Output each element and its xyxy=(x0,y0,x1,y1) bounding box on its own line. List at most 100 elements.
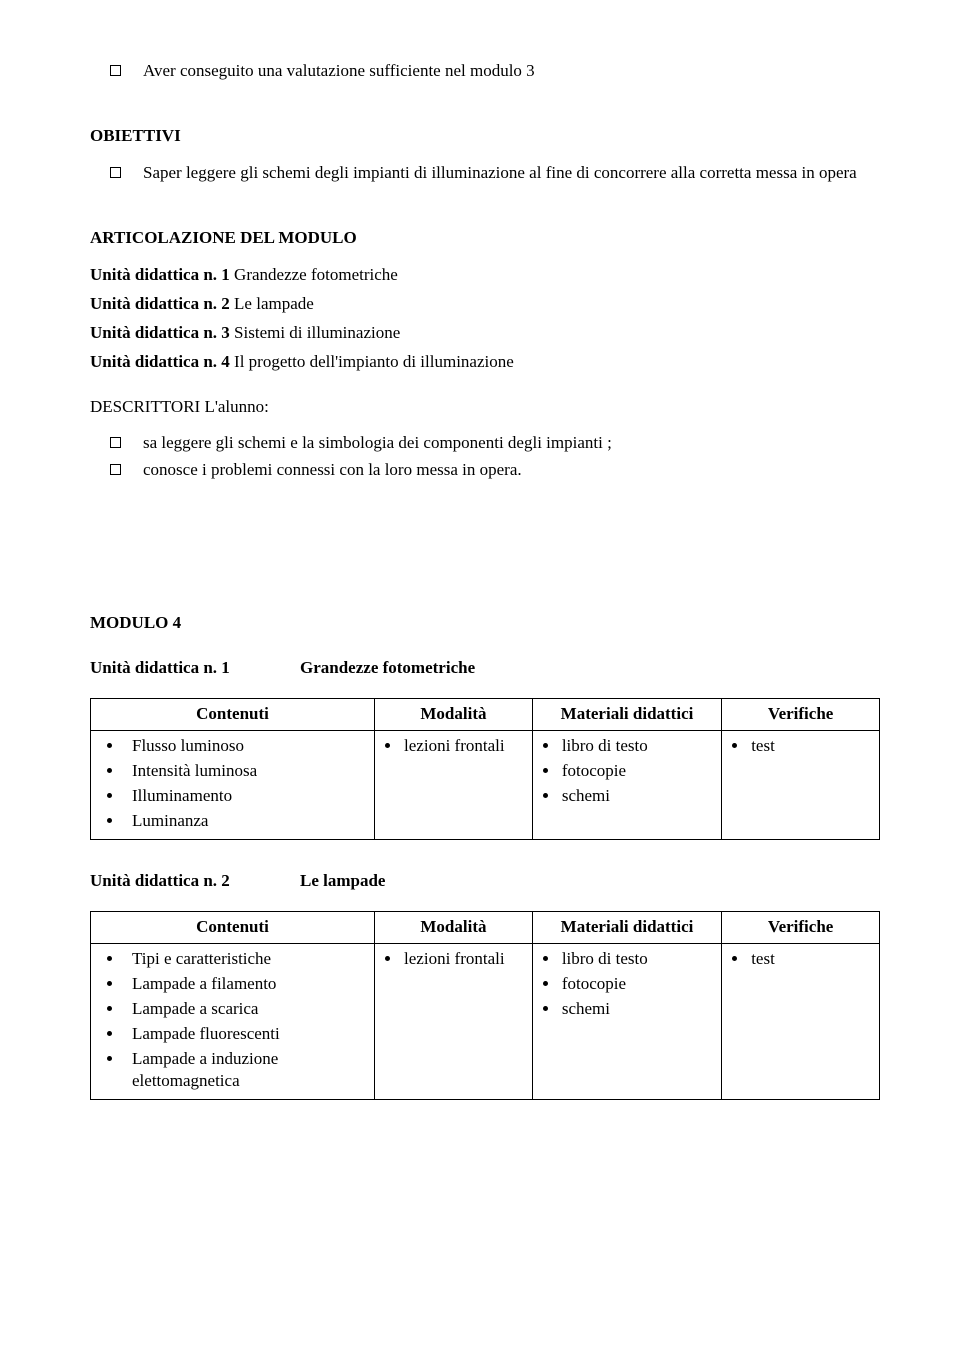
item-text: fotocopie xyxy=(562,973,715,996)
dot-icon xyxy=(543,743,548,748)
dot-icon xyxy=(107,1006,112,1011)
list-item: Luminanza xyxy=(97,810,368,833)
dot-icon xyxy=(385,956,390,961)
list-item: schemi xyxy=(539,785,715,808)
dot-icon xyxy=(107,818,112,823)
unit-line-4: Unità didattica n. 4 Il progetto dell'im… xyxy=(90,351,880,374)
list-item: test xyxy=(728,735,873,758)
table-row: Flusso luminoso Intensità luminosa Illum… xyxy=(91,731,880,840)
list-item: lezioni frontali xyxy=(381,948,526,971)
col-modalita-header: Modalità xyxy=(375,699,533,731)
unit-text: Le lampade xyxy=(230,294,314,313)
dot-icon xyxy=(732,956,737,961)
cell-contenuti: Flusso luminoso Intensità luminosa Illum… xyxy=(91,731,375,840)
list-item: libro di testo xyxy=(539,948,715,971)
obiettivo-text: Saper leggere gli schemi degli impianti … xyxy=(143,162,880,185)
list-item: Tipi e caratteristiche xyxy=(97,948,368,971)
col-materiali-header: Materiali didattici xyxy=(532,699,721,731)
list-item: Lampade a induzione elettomagnetica xyxy=(97,1048,368,1094)
col-materiali-header: Materiali didattici xyxy=(532,911,721,943)
item-text: libro di testo xyxy=(562,948,715,971)
unit-with-title-2: Unità didattica n. 2 Le lampade xyxy=(90,870,880,893)
item-text: fotocopie xyxy=(562,760,715,783)
item-text: Tipi e caratteristiche xyxy=(132,948,368,971)
dot-icon xyxy=(543,793,548,798)
col-modalita-header: Modalità xyxy=(375,911,533,943)
square-bullet-icon xyxy=(110,167,121,178)
dot-icon xyxy=(732,743,737,748)
item-text: Lampade fluorescenti xyxy=(132,1023,368,1046)
list-item: Illuminamento xyxy=(97,785,368,808)
dot-icon xyxy=(543,768,548,773)
table-unit2: Contenuti Modalità Materiali didattici V… xyxy=(90,911,880,1101)
descrittore-item: conosce i problemi connessi con la loro … xyxy=(90,459,880,482)
unit-with-title-1: Unità didattica n. 1 Grandezze fotometri… xyxy=(90,657,880,680)
dot-icon xyxy=(543,981,548,986)
item-text: test xyxy=(751,735,873,758)
table-header-row: Contenuti Modalità Materiali didattici V… xyxy=(91,699,880,731)
unit-label: Unità didattica n. 4 xyxy=(90,352,230,371)
cell-materiali: libro di testo fotocopie schemi xyxy=(532,731,721,840)
dot-icon xyxy=(107,956,112,961)
obiettivi-heading: OBIETTIVI xyxy=(90,125,880,148)
modulo4-heading: MODULO 4 xyxy=(90,612,880,635)
unit-line-2: Unità didattica n. 2 Le lampade xyxy=(90,293,880,316)
dot-icon xyxy=(107,1031,112,1036)
dot-icon xyxy=(107,793,112,798)
item-text: Lampade a scarica xyxy=(132,998,368,1021)
dot-icon xyxy=(543,956,548,961)
unit-label: Unità didattica n. 2 xyxy=(90,294,230,313)
list-item: libro di testo xyxy=(539,735,715,758)
item-text: test xyxy=(751,948,873,971)
item-text: Luminanza xyxy=(132,810,368,833)
articolazione-heading: ARTICOLAZIONE DEL MODULO xyxy=(90,227,880,250)
list-item: Lampade a filamento xyxy=(97,973,368,996)
col-verifiche-header: Verifiche xyxy=(722,699,880,731)
unit-label: Unità didattica n. 2 xyxy=(90,870,300,893)
unit-label: Unità didattica n. 1 xyxy=(90,265,230,284)
cell-modalita: lezioni frontali xyxy=(375,731,533,840)
dot-icon xyxy=(107,768,112,773)
dot-icon xyxy=(107,743,112,748)
item-text: Lampade a induzione elettomagnetica xyxy=(132,1048,368,1094)
unit-label: Unità didattica n. 3 xyxy=(90,323,230,342)
list-item: fotocopie xyxy=(539,973,715,996)
list-item: Flusso luminoso xyxy=(97,735,368,758)
descrittori-heading: DESCRITTORI L'alunno: xyxy=(90,396,880,419)
cell-verifiche: test xyxy=(722,731,880,840)
dot-icon xyxy=(107,1056,112,1061)
item-text: schemi xyxy=(562,998,715,1021)
cell-materiali: libro di testo fotocopie schemi xyxy=(532,943,721,1100)
item-text: Illuminamento xyxy=(132,785,368,808)
col-contenuti-header: Contenuti xyxy=(91,911,375,943)
unit-title: Le lampade xyxy=(300,870,385,893)
cell-verifiche: test xyxy=(722,943,880,1100)
item-text: schemi xyxy=(562,785,715,808)
prereq-text: Aver conseguito una valutazione sufficie… xyxy=(143,60,880,83)
descrittore-text: conosce i problemi connessi con la loro … xyxy=(143,459,880,482)
unit-title: Grandezze fotometriche xyxy=(300,657,475,680)
list-item: fotocopie xyxy=(539,760,715,783)
table-header-row: Contenuti Modalità Materiali didattici V… xyxy=(91,911,880,943)
list-item: test xyxy=(728,948,873,971)
unit-label: Unità didattica n. 1 xyxy=(90,657,300,680)
descrittore-text: sa leggere gli schemi e la simbologia de… xyxy=(143,432,880,455)
square-bullet-icon xyxy=(110,437,121,448)
cell-contenuti: Tipi e caratteristiche Lampade a filamen… xyxy=(91,943,375,1100)
cell-modalita: lezioni frontali xyxy=(375,943,533,1100)
item-text: lezioni frontali xyxy=(404,948,526,971)
square-bullet-icon xyxy=(110,65,121,76)
descrittore-item: sa leggere gli schemi e la simbologia de… xyxy=(90,432,880,455)
prereq-item: Aver conseguito una valutazione sufficie… xyxy=(90,60,880,83)
item-text: Intensità luminosa xyxy=(132,760,368,783)
table-row: Tipi e caratteristiche Lampade a filamen… xyxy=(91,943,880,1100)
item-text: lezioni frontali xyxy=(404,735,526,758)
col-contenuti-header: Contenuti xyxy=(91,699,375,731)
square-bullet-icon xyxy=(110,464,121,475)
list-item: Lampade fluorescenti xyxy=(97,1023,368,1046)
table-unit1: Contenuti Modalità Materiali didattici V… xyxy=(90,698,880,840)
item-text: libro di testo xyxy=(562,735,715,758)
unit-text: Sistemi di illuminazione xyxy=(230,323,400,342)
unit-line-1: Unità didattica n. 1 Grandezze fotometri… xyxy=(90,264,880,287)
col-verifiche-header: Verifiche xyxy=(722,911,880,943)
